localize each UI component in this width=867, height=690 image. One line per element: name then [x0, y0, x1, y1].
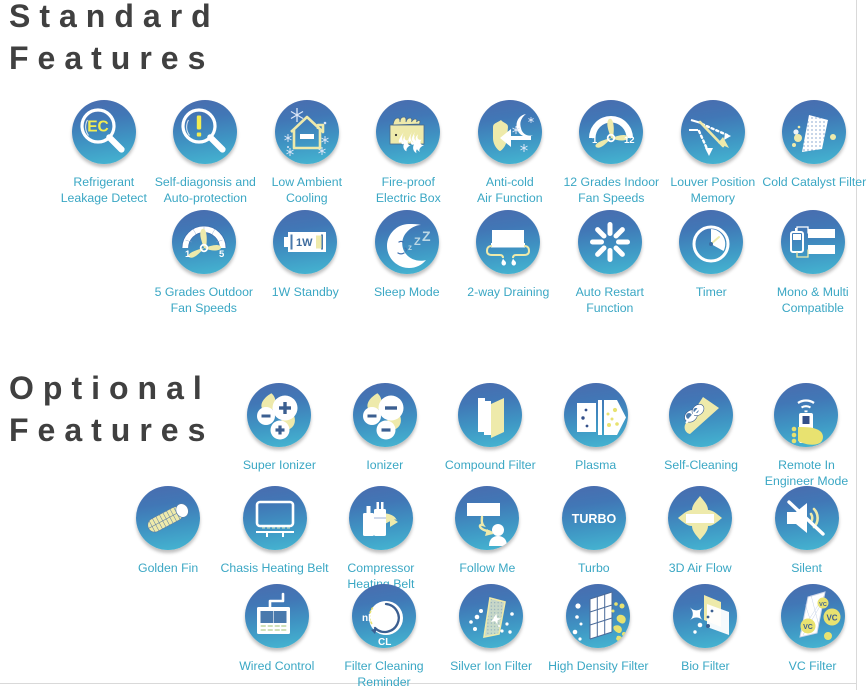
svg-text:5: 5: [219, 249, 225, 260]
svg-text:VC: VC: [803, 624, 813, 631]
svg-text:VC: VC: [826, 614, 837, 623]
svg-text:z: z: [408, 243, 412, 252]
svg-text:1W: 1W: [296, 237, 313, 249]
svg-text:CL: CL: [378, 637, 391, 648]
svg-text:12: 12: [624, 135, 635, 146]
svg-text:1: 1: [592, 135, 598, 146]
svg-text:1: 1: [185, 249, 191, 260]
svg-text:TURBO: TURBO: [571, 512, 616, 526]
svg-text:EC: EC: [87, 119, 109, 136]
svg-text:Z: Z: [414, 236, 421, 248]
svg-text:Z: Z: [422, 228, 431, 244]
svg-text:nF: nF: [362, 613, 374, 624]
svg-text:VC: VC: [819, 602, 827, 608]
